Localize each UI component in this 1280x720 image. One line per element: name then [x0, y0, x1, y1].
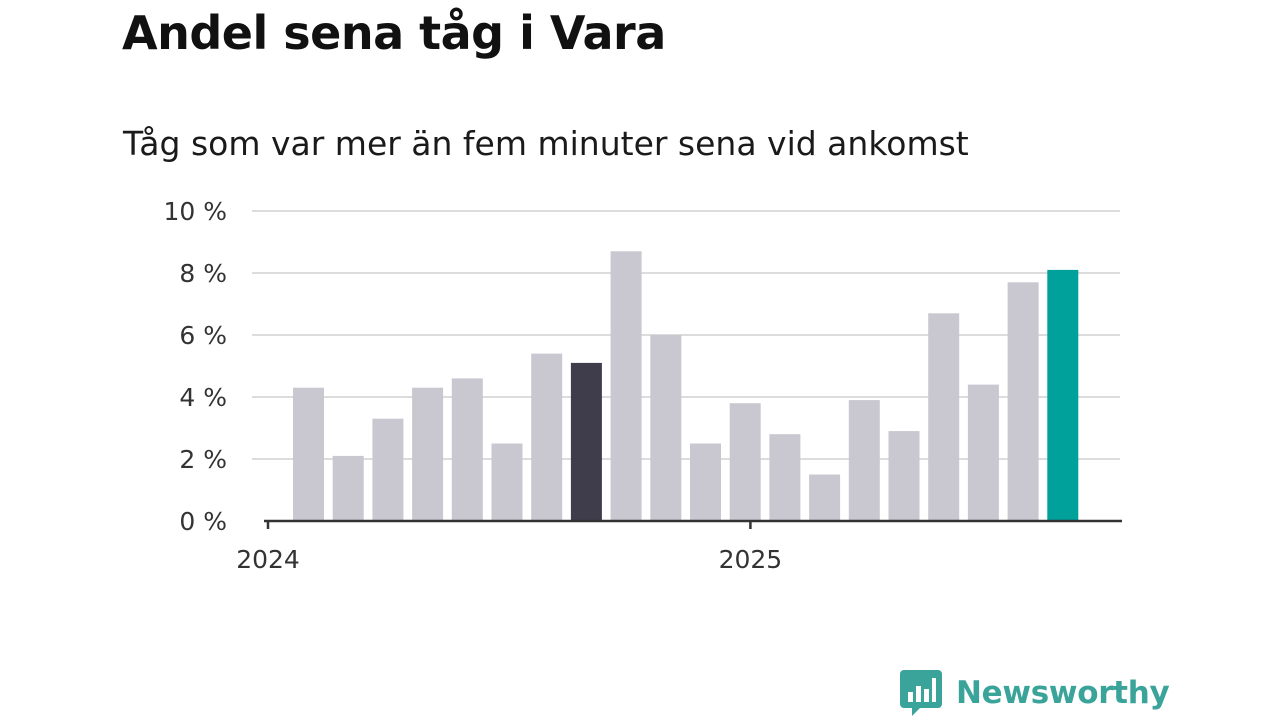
logo-bar-3 [924, 689, 929, 702]
bar [809, 474, 841, 521]
logo-text: Newsworthy [956, 675, 1170, 711]
bar [848, 400, 880, 521]
bar [372, 418, 404, 521]
bar-chart-speech-bubble-icon [900, 670, 942, 716]
y-tick-label: 2 % [179, 445, 227, 474]
logo-bar-1 [908, 692, 913, 702]
y-tick-label: 10 % [163, 197, 227, 226]
bar [531, 353, 563, 521]
y-axis-tick-labels: 0 % 2 % 4 % 6 % 8 % 10 % [163, 197, 227, 536]
x-tick-label: 2025 [719, 545, 783, 574]
bar [690, 443, 721, 521]
bar [1007, 282, 1039, 521]
bar-chart: 0 % 2 % 4 % 6 % 8 % 10 % 2024 2025 [163, 197, 1122, 574]
bar [1047, 269, 1079, 521]
bar [332, 455, 364, 521]
bar [928, 313, 960, 521]
newsworthy-logo: Newsworthy [900, 668, 1170, 718]
bar [570, 362, 602, 521]
bar [769, 434, 801, 521]
y-tick-label: 8 % [179, 259, 227, 288]
logo-bar-2 [916, 686, 921, 702]
chart-subtitle: Tåg som var mer än fem minuter sena vid … [123, 124, 969, 163]
bars [293, 251, 1079, 522]
chart-title: Andel sena tåg i Vara [122, 6, 666, 60]
x-tick-label: 2024 [236, 545, 300, 574]
bar [293, 387, 324, 521]
bar [451, 378, 483, 521]
y-tick-label: 0 % [179, 507, 227, 536]
bar [491, 443, 523, 521]
bar [412, 387, 444, 521]
x-axis [264, 519, 1122, 529]
bar [967, 384, 999, 521]
bar [650, 335, 682, 521]
logo-bar-4 [932, 678, 936, 702]
bar [610, 251, 642, 522]
x-axis-tick-labels: 2024 2025 [236, 545, 782, 574]
y-tick-label: 6 % [179, 321, 227, 350]
y-tick-label: 4 % [179, 383, 227, 412]
bar [888, 431, 920, 521]
bar [729, 403, 761, 521]
